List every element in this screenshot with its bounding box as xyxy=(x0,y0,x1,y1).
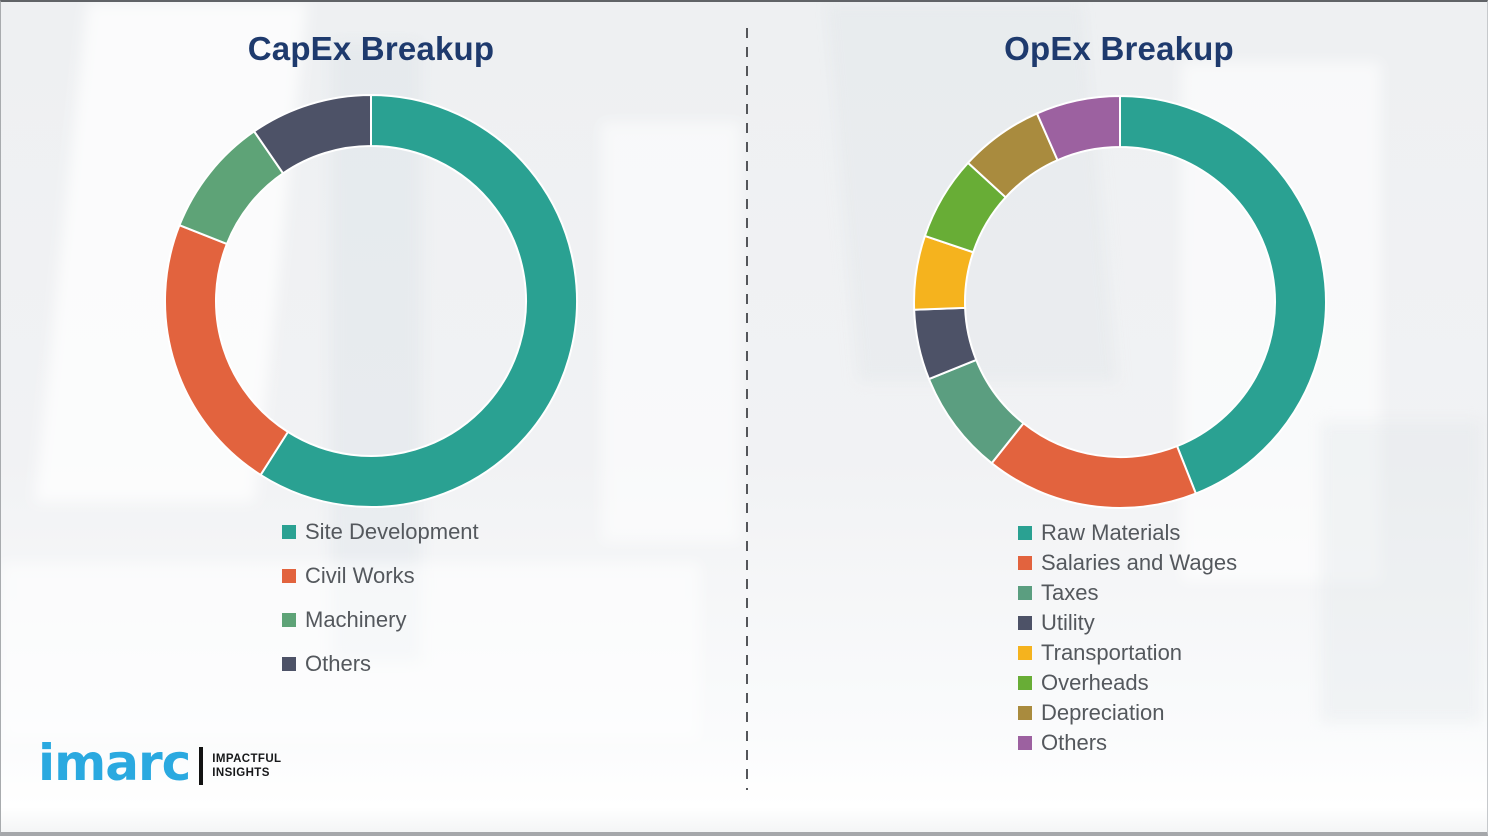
legend-item-others: Others xyxy=(1018,728,1237,758)
capex-legend: Site Development Civil Works Machinery Othe… xyxy=(282,510,479,686)
legend-item-transportation: Transportation xyxy=(1018,638,1237,668)
background-watermark xyxy=(601,122,741,542)
legend-item-civil-works: Civil Works xyxy=(282,554,479,598)
legend-label-overheads: Overheads xyxy=(1041,670,1149,695)
legend-label-transportation: Transportation xyxy=(1041,640,1183,665)
donut-segment-others xyxy=(252,93,372,175)
legend-label-depreciation: Depreciation xyxy=(1041,700,1165,725)
legend-item-utility: Utility xyxy=(1018,608,1237,638)
logo-tagline-line1: IMPACTFUL xyxy=(212,753,282,765)
legend-marker-salaries-and-wages xyxy=(1018,556,1032,570)
legend-item-machinery: Machinery xyxy=(282,598,479,642)
legend-item-overheads: Overheads xyxy=(1018,668,1237,698)
background-watermark xyxy=(1321,422,1481,722)
legend-label-others: Others xyxy=(305,651,372,676)
legend-marker-site-development xyxy=(282,525,296,539)
donut-segment-civil-works xyxy=(164,223,290,477)
legend-item-raw-materials: Raw Materials xyxy=(1018,518,1237,548)
legend-marker-machinery xyxy=(282,613,296,627)
panel-divider-dashed-line xyxy=(746,28,748,790)
donut-segment-site-development xyxy=(259,93,578,508)
legend-label-machinery: Machinery xyxy=(305,607,407,632)
legend-item-depreciation: Depreciation xyxy=(1018,698,1237,728)
legend-label-salaries-and-wages: Salaries and Wages xyxy=(1041,550,1238,575)
legend-label-others: Others xyxy=(1041,730,1108,755)
legend-label-raw-materials: Raw Materials xyxy=(1041,520,1181,545)
legend-item-site-development: Site Development xyxy=(282,510,479,554)
logo-divider-bar xyxy=(199,747,204,785)
donut-segment-salaries-and-wages xyxy=(990,421,1198,509)
legend-item-salaries-and-wages: Salaries and Wages xyxy=(1018,548,1237,578)
opex-donut-chart xyxy=(913,94,1327,509)
legend-marker-depreciation xyxy=(1018,706,1032,720)
legend-label-site-development: Site Development xyxy=(305,519,479,544)
donut-segment-raw-materials xyxy=(1119,94,1327,495)
legend-marker-transportation xyxy=(1018,646,1032,660)
legend-label-taxes: Taxes xyxy=(1041,580,1099,605)
legend-marker-others xyxy=(1018,736,1032,750)
logo-tagline: IMPACTFUL INSIGHTS xyxy=(212,752,281,780)
legend-marker-others xyxy=(282,657,296,671)
legend-item-taxes: Taxes xyxy=(1018,578,1237,608)
opex-legend: Raw Materials Salaries and Wages Taxes Util… xyxy=(1018,518,1237,758)
legend-marker-overheads xyxy=(1018,676,1032,690)
donut-segment-others xyxy=(1035,94,1121,162)
legend-label-civil-works: Civil Works xyxy=(305,563,415,588)
legend-label-utility: Utility xyxy=(1041,610,1095,635)
logo-tagline-line2: INSIGHTS xyxy=(212,767,270,779)
opex-title: OpEx Breakup xyxy=(1004,30,1234,67)
legend-marker-taxes xyxy=(1018,586,1032,600)
capex-title: CapEx Breakup xyxy=(247,30,495,67)
legend-marker-raw-materials xyxy=(1018,526,1032,540)
legend-item-others: Others xyxy=(282,642,479,686)
imarc-wordmark: imarc xyxy=(38,734,191,792)
legend-marker-civil-works xyxy=(282,569,296,583)
capex-donut-chart xyxy=(164,93,578,508)
imarc-logo: imarc IMPACTFUL INSIGHTS xyxy=(38,738,281,788)
legend-marker-utility xyxy=(1018,616,1032,630)
